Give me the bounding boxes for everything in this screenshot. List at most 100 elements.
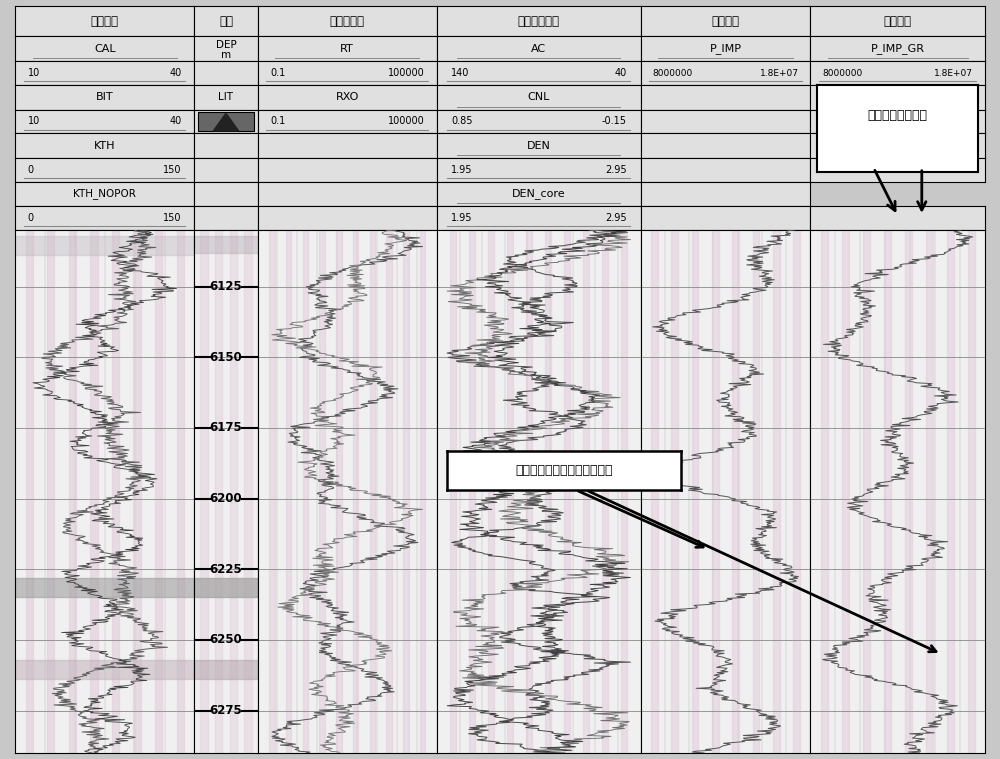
Bar bbox=[15, 578, 194, 597]
Text: 6225: 6225 bbox=[210, 562, 242, 575]
Bar bbox=[905, 230, 912, 753]
Bar bbox=[793, 230, 800, 753]
Text: 40: 40 bbox=[170, 68, 182, 78]
Text: 6250: 6250 bbox=[210, 633, 242, 647]
Text: CNL: CNL bbox=[528, 93, 550, 102]
Text: DEP: DEP bbox=[216, 40, 236, 50]
Bar bbox=[319, 230, 325, 753]
FancyBboxPatch shape bbox=[198, 112, 254, 131]
Text: DEN: DEN bbox=[527, 140, 551, 151]
Text: 150: 150 bbox=[163, 165, 182, 175]
Bar bbox=[968, 230, 975, 753]
Bar bbox=[269, 230, 275, 753]
Text: -0.15: -0.15 bbox=[601, 116, 626, 127]
Text: RXO: RXO bbox=[336, 93, 359, 102]
Text: 40: 40 bbox=[614, 68, 626, 78]
Bar bbox=[26, 230, 33, 753]
Polygon shape bbox=[213, 113, 239, 131]
Text: 填充泥质层段以围岩阻抗替代: 填充泥质层段以围岩阻抗替代 bbox=[516, 464, 613, 477]
Bar bbox=[90, 230, 98, 753]
Bar bbox=[244, 230, 252, 753]
Bar bbox=[194, 660, 258, 679]
Text: 沉积泥质背景阻抗: 沉积泥质背景阻抗 bbox=[868, 109, 928, 122]
Bar bbox=[215, 230, 222, 753]
Bar bbox=[15, 660, 194, 679]
Bar bbox=[526, 230, 532, 753]
Bar bbox=[863, 230, 870, 753]
Text: 0.85: 0.85 bbox=[451, 116, 473, 127]
Bar bbox=[230, 230, 237, 753]
Text: 6175: 6175 bbox=[210, 421, 242, 434]
Bar bbox=[507, 230, 513, 753]
Bar bbox=[602, 230, 608, 753]
Bar bbox=[353, 230, 358, 753]
Bar bbox=[15, 235, 194, 256]
Bar bbox=[450, 230, 456, 753]
Text: 10: 10 bbox=[28, 116, 40, 127]
Text: P_IMP: P_IMP bbox=[710, 43, 742, 55]
Text: 140: 140 bbox=[451, 68, 470, 78]
Bar bbox=[286, 230, 291, 753]
Bar bbox=[842, 230, 849, 753]
Bar bbox=[884, 230, 891, 753]
Text: 电阻率曲线: 电阻率曲线 bbox=[330, 14, 365, 28]
Text: 6150: 6150 bbox=[210, 351, 242, 364]
Text: 三孔隙度曲线: 三孔隙度曲线 bbox=[518, 14, 560, 28]
Text: 1.95: 1.95 bbox=[451, 165, 473, 175]
Bar bbox=[947, 230, 954, 753]
Text: 0: 0 bbox=[28, 213, 34, 223]
Text: AC: AC bbox=[531, 44, 546, 54]
Text: 100000: 100000 bbox=[388, 116, 424, 127]
Bar bbox=[47, 230, 54, 753]
Text: 深度: 深度 bbox=[219, 14, 233, 28]
Text: BIT: BIT bbox=[96, 93, 114, 102]
Bar bbox=[386, 230, 392, 753]
Text: 0: 0 bbox=[28, 165, 34, 175]
Bar bbox=[155, 230, 162, 753]
Text: 1.95: 1.95 bbox=[451, 213, 473, 223]
Text: 岩性曲线: 岩性曲线 bbox=[91, 14, 119, 28]
Text: CAL: CAL bbox=[94, 44, 116, 54]
Text: 6125: 6125 bbox=[210, 280, 242, 293]
Text: KTH_NOPOR: KTH_NOPOR bbox=[73, 188, 136, 200]
Bar bbox=[420, 230, 425, 753]
Text: LIT: LIT bbox=[218, 93, 233, 102]
Bar bbox=[712, 230, 719, 753]
Bar bbox=[469, 230, 475, 753]
Text: 2.95: 2.95 bbox=[605, 213, 626, 223]
Bar bbox=[336, 230, 342, 753]
Bar bbox=[488, 230, 494, 753]
Bar bbox=[303, 230, 308, 753]
Text: 0.1: 0.1 bbox=[270, 116, 285, 127]
Text: 6275: 6275 bbox=[210, 704, 242, 717]
Bar bbox=[545, 230, 551, 753]
Bar bbox=[200, 230, 208, 753]
Text: 0.1: 0.1 bbox=[270, 68, 285, 78]
Bar bbox=[753, 230, 759, 753]
Bar bbox=[773, 230, 780, 753]
Bar bbox=[583, 230, 589, 753]
Text: 1.8E+07: 1.8E+07 bbox=[934, 68, 973, 77]
Text: 背景阻抗: 背景阻抗 bbox=[884, 14, 912, 28]
Text: 10: 10 bbox=[28, 68, 40, 78]
Bar bbox=[651, 230, 658, 753]
Text: 1.8E+07: 1.8E+07 bbox=[760, 68, 799, 77]
Text: RT: RT bbox=[340, 44, 354, 54]
Bar bbox=[821, 230, 828, 753]
Text: m: m bbox=[221, 50, 231, 60]
Bar bbox=[732, 230, 739, 753]
Bar bbox=[177, 230, 184, 753]
Bar bbox=[194, 578, 258, 597]
Text: 2.95: 2.95 bbox=[605, 165, 626, 175]
Bar bbox=[692, 230, 698, 753]
Text: DEN_core: DEN_core bbox=[512, 188, 566, 200]
Bar bbox=[564, 230, 570, 753]
Text: 8000000: 8000000 bbox=[823, 68, 863, 77]
Text: 100000: 100000 bbox=[388, 68, 424, 78]
Text: 8000000: 8000000 bbox=[653, 68, 693, 77]
Bar bbox=[133, 230, 141, 753]
Bar bbox=[194, 235, 258, 253]
Text: 150: 150 bbox=[163, 213, 182, 223]
Bar bbox=[621, 230, 627, 753]
Bar bbox=[69, 230, 76, 753]
